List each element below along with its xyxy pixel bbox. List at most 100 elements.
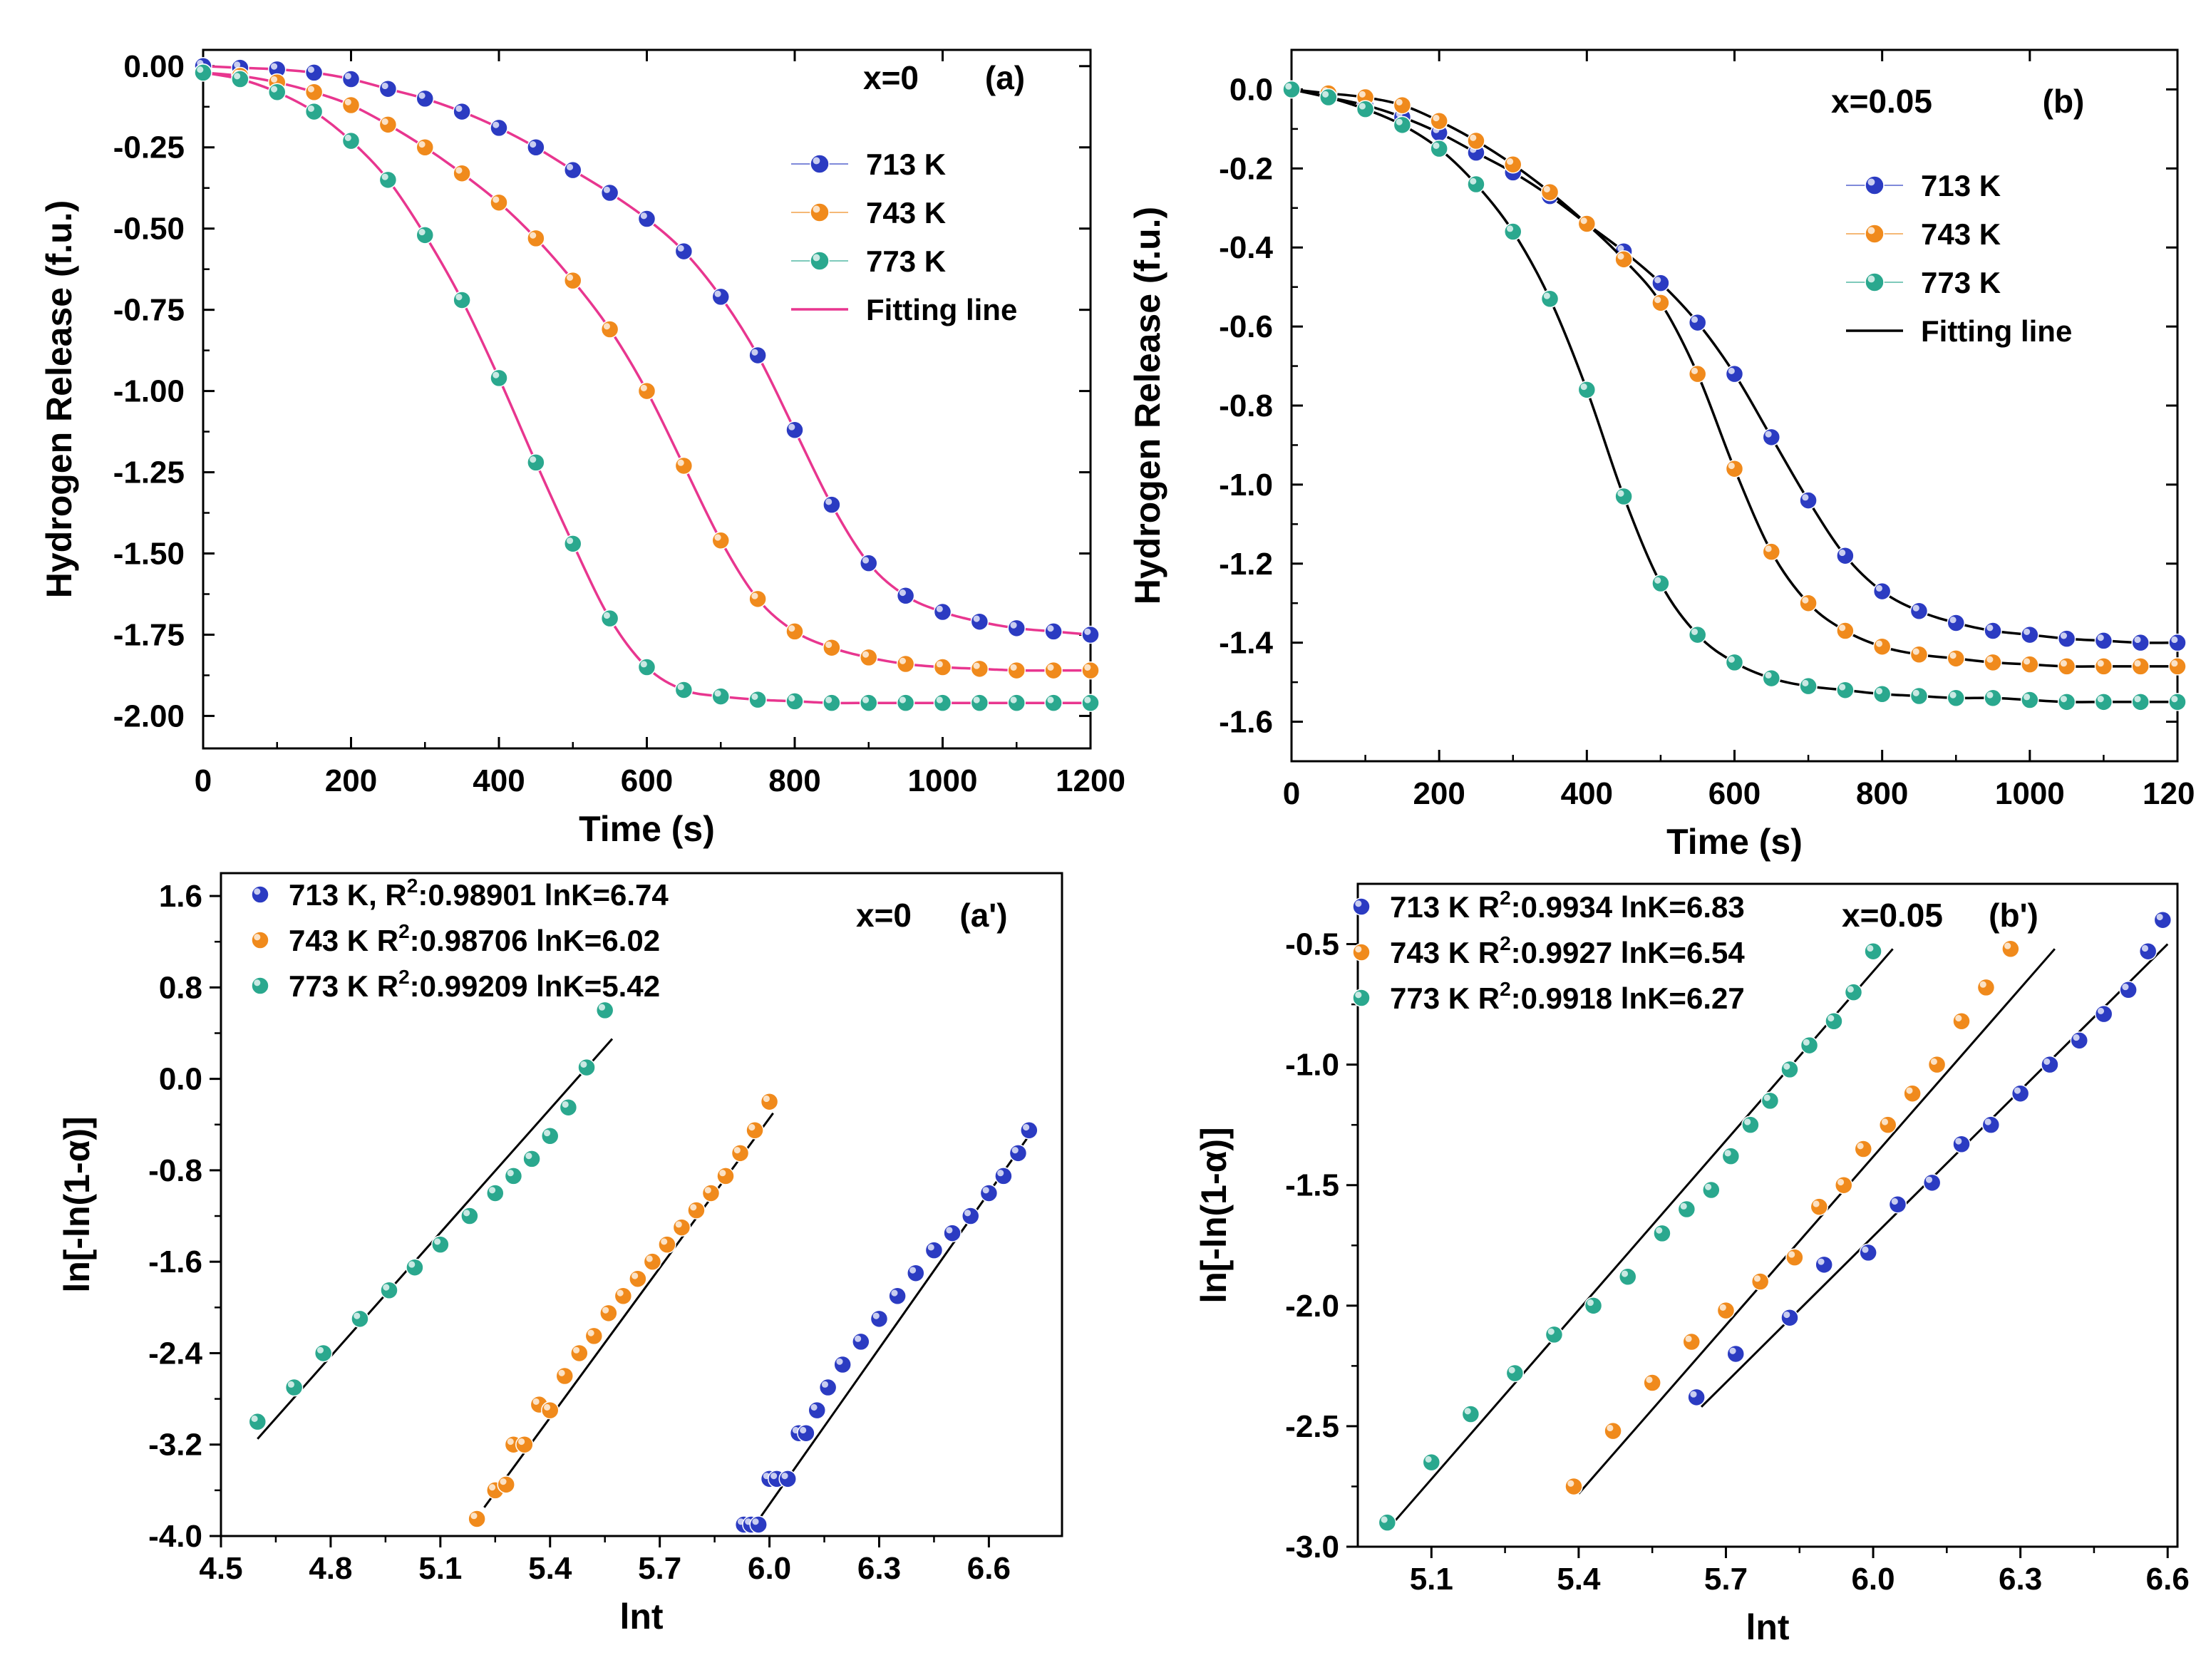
y-tick-label-a: -0.25 — [113, 130, 185, 165]
data-point-a-2 — [1081, 694, 1100, 712]
series-a-0 — [194, 57, 1100, 644]
data-point-a-2 — [674, 681, 694, 699]
data-point-b-1-shine — [1470, 134, 1477, 141]
data-point-a-1-shine — [1084, 664, 1091, 671]
data-point-b-1-shine — [2171, 660, 2178, 667]
data-point-a-prime-2-shine — [251, 1415, 258, 1423]
data-point-a-0-shine — [899, 589, 906, 597]
legend-label-a: 713 K — [866, 148, 946, 181]
data-point-b-prime-0-body — [1888, 1195, 1907, 1214]
plot-frame-b-prime — [1356, 882, 2179, 1548]
data-point-a-prime-2-shine — [354, 1312, 361, 1319]
x-tick-label-a: 600 — [621, 763, 673, 798]
data-point-a-0-body — [416, 89, 434, 108]
data-point-b-prime-1-body — [1716, 1301, 1736, 1320]
data-point-b-2-shine — [1912, 689, 1919, 696]
data-point-b-0-shine — [2171, 636, 2178, 644]
legend-marker-b-prime-shine — [1355, 991, 1362, 999]
legend-label-part: :0.99209 lnK=5.42 — [410, 969, 660, 1003]
data-point-a-0 — [341, 70, 361, 88]
data-point-a-2 — [341, 131, 361, 150]
data-point-a-prime-0-shine — [810, 1403, 818, 1411]
data-point-a-1-body — [1007, 661, 1026, 680]
panel-label-b-prime: (b') — [1989, 897, 2038, 934]
data-point-a-0 — [416, 89, 434, 108]
data-point-a-1-shine — [714, 534, 721, 541]
data-point-a-1 — [933, 658, 952, 676]
y-tick-label-a: -1.75 — [113, 617, 185, 652]
data-point-a-2-body — [1081, 694, 1100, 712]
data-point-b-0-shine — [1617, 245, 1624, 252]
x-tick-label-b: 800 — [1856, 776, 1908, 811]
legend-label-part: 713 K R — [1390, 890, 1500, 924]
data-point-b-prime-1 — [2001, 939, 2020, 959]
data-point-a-0-body — [823, 495, 841, 514]
data-point-b-prime-1-shine — [1567, 1480, 1574, 1487]
data-point-b-1-body — [2021, 655, 2039, 674]
data-point-b-prime-0-body — [1726, 1344, 1745, 1364]
data-point-a-0 — [378, 79, 398, 98]
data-point-b-prime-0 — [2119, 981, 2138, 999]
data-point-b-0 — [1799, 491, 1818, 510]
data-point-b-prime-1-body — [1976, 978, 1996, 997]
data-point-a-prime-0-body — [818, 1378, 837, 1397]
data-point-b-prime-1 — [1785, 1248, 1804, 1267]
data-point-b-prime-2-body — [1761, 1091, 1780, 1110]
data-point-b-2 — [2021, 691, 2039, 709]
legend-marker-a — [810, 251, 830, 271]
data-point-b-prime-0 — [1687, 1388, 1706, 1407]
data-point-a-2-shine — [825, 696, 832, 704]
data-point-b-prime-1 — [1854, 1140, 1873, 1158]
y-tick-label-a: -1.25 — [113, 455, 185, 490]
data-point-a-prime-0-body — [943, 1224, 962, 1242]
data-point-b-prime-2-body — [1505, 1364, 1525, 1383]
series-a-prime-1 — [468, 1092, 779, 1528]
data-point-a-prime-2 — [248, 1412, 267, 1431]
data-point-a-prime-1-body — [540, 1401, 560, 1420]
data-point-a-2-shine — [640, 661, 647, 668]
data-point-b-0 — [1762, 428, 1781, 447]
data-point-b-1 — [1651, 294, 1670, 312]
data-point-a-prime-1-shine — [733, 1147, 741, 1154]
data-point-a-prime-1 — [540, 1401, 560, 1420]
data-point-a-prime-1-shine — [543, 1403, 551, 1411]
data-point-b-prime-1-shine — [1685, 1335, 1692, 1342]
data-point-b-1-shine — [1654, 297, 1661, 304]
data-point-b-1-shine — [2134, 660, 2141, 667]
data-point-a-1-body — [600, 320, 619, 339]
data-point-a-prime-2-body — [248, 1412, 267, 1431]
data-point-b-2-body — [1909, 686, 1929, 706]
legend-label-part: 2 — [1500, 887, 1511, 909]
data-point-b-2 — [1725, 653, 1744, 672]
data-point-a-1-shine — [455, 167, 463, 174]
plot-frame-a-prime — [220, 872, 1063, 1537]
data-point-a-prime-1-body — [658, 1235, 676, 1254]
data-point-b-2-shine — [2060, 696, 2067, 703]
data-point-b-prime-0-body — [1922, 1173, 1942, 1192]
data-point-a-0-shine — [344, 73, 351, 80]
legend-label-b: 743 K — [1921, 217, 2001, 251]
x-tick-label-a: 1000 — [908, 763, 978, 798]
data-point-a-1-body — [674, 456, 694, 475]
data-point-a-prime-2-body — [351, 1309, 369, 1329]
data-point-a-0-body — [933, 602, 952, 622]
data-point-b-prime-2-body — [1721, 1147, 1741, 1165]
data-point-b-prime-0-shine — [1984, 1118, 1991, 1125]
y-axis-label-b: Hydrogen Release (f.u.) — [1128, 207, 1167, 604]
data-point-a-2-shine — [677, 684, 684, 691]
data-point-a-0-shine — [751, 349, 758, 356]
y-tick-label-b: 0.0 — [1230, 72, 1273, 107]
y-tick-label-b-prime: -3.0 — [1285, 1530, 1339, 1565]
data-point-b-2 — [1577, 381, 1597, 399]
data-point-b-2-body — [1614, 487, 1633, 506]
data-point-a-2 — [896, 694, 915, 712]
panel-annotation-b: x=0.05 — [1831, 83, 1932, 120]
y-tick-label-a-prime: 1.6 — [159, 879, 202, 914]
data-point-a-prime-0 — [888, 1287, 907, 1306]
data-point-a-prime-0 — [994, 1167, 1013, 1185]
legend-label-part: :0.98706 lnK=6.02 — [410, 924, 660, 957]
data-point-b-1 — [1872, 637, 1892, 656]
data-point-a-2 — [1044, 694, 1063, 712]
legend-fit-label-a: Fitting line — [866, 293, 1017, 326]
data-point-b-prime-0-shine — [1729, 1347, 1736, 1354]
